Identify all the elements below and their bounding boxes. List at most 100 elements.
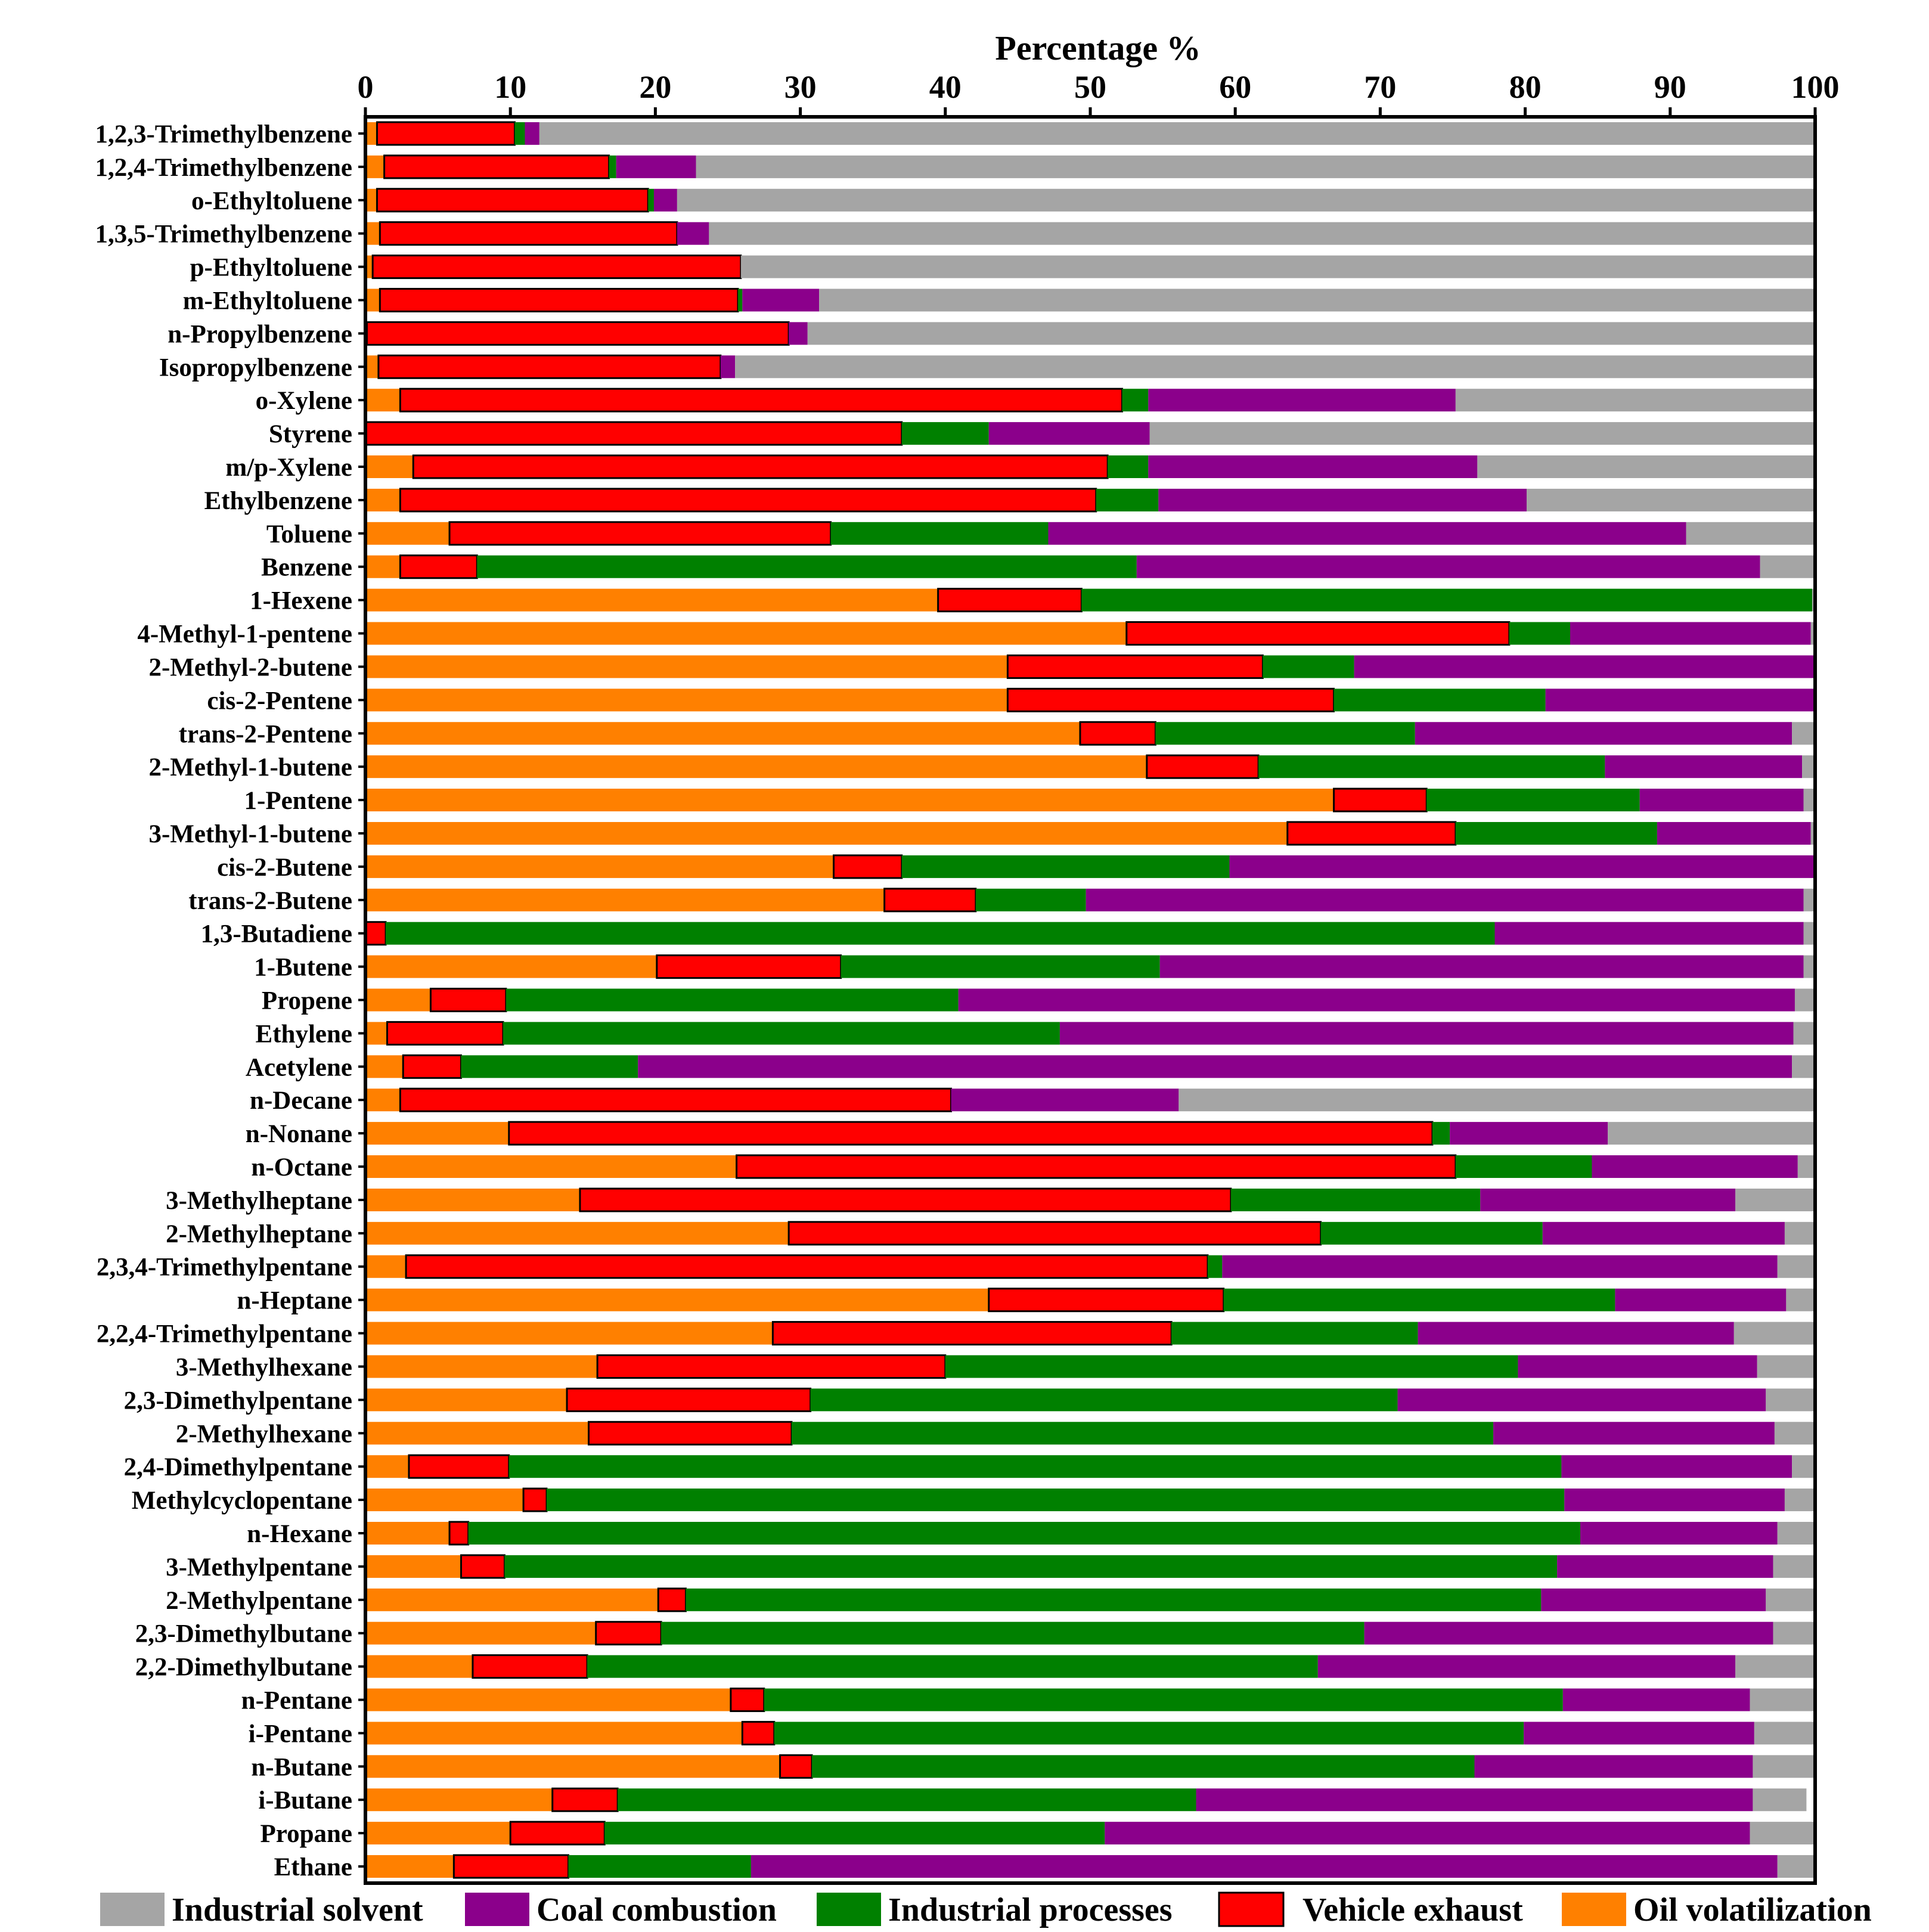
bar-segment-industrial-processes	[609, 155, 616, 178]
x-tick-label: 70	[1364, 69, 1396, 105]
bar-segment-industrial-solvent	[1803, 789, 1815, 812]
bar-segment-coal-combustion	[1229, 855, 1815, 878]
category-label: o-Xylene	[256, 387, 352, 415]
x-axis-title: Percentage %	[995, 29, 1201, 67]
bar-segment-oil-volatilization	[365, 789, 1334, 812]
bar-segment-oil-volatilization	[365, 722, 1080, 745]
bar-segment-vehicle-exhaust	[429, 987, 507, 1013]
bar-segment-vehicle-exhaust	[408, 1454, 510, 1479]
bar-segment-industrial-solvent	[1784, 1221, 1815, 1245]
bar-segment-oil-volatilization	[365, 255, 373, 278]
category-label: 2-Methylpentane	[166, 1587, 352, 1615]
bars	[364, 121, 1815, 1879]
bar-segment-industrial-processes	[1509, 622, 1570, 645]
bar-segment-vehicle-exhaust	[399, 1087, 953, 1112]
bar-segment-coal-combustion	[1494, 922, 1804, 945]
bar-segment-oil-volatilization	[365, 1122, 509, 1145]
category-label: 1-Pentene	[244, 787, 353, 815]
bar-segment-coal-combustion	[1639, 789, 1804, 812]
category-label: 1,2,3-Trimethylbenzene	[95, 120, 352, 148]
bar-segment-coal-combustion	[1524, 1722, 1754, 1745]
bar-segment-industrial-solvent	[819, 289, 1815, 312]
bar-segment-vehicle-exhaust	[448, 1521, 470, 1546]
bar-segment-vehicle-exhaust	[883, 888, 977, 913]
bar-segment-oil-volatilization	[365, 1688, 731, 1711]
bar-segment-vehicle-exhaust	[379, 221, 678, 246]
bar-segment-industrial-solvent	[1735, 1655, 1815, 1678]
bar-segment-industrial-processes	[514, 122, 525, 145]
bar-segment-industrial-solvent	[1527, 488, 1815, 511]
bar-segment-vehicle-exhaust	[741, 1720, 776, 1745]
bar-segment-vehicle-exhaust	[937, 588, 1083, 613]
bar-segment-coal-combustion	[1592, 1155, 1798, 1179]
bar-segment-oil-volatilization	[365, 622, 1127, 645]
bar-segment-industrial-processes	[661, 1621, 1364, 1645]
category-label: 1,2,4-Trimethylbenzene	[95, 154, 352, 182]
x-tick-label: 0	[358, 69, 374, 105]
bar-segment-vehicle-exhaust	[656, 954, 842, 979]
bar-segment-oil-volatilization	[365, 1388, 567, 1412]
category-label: i-Butane	[258, 1787, 352, 1815]
x-tick-label: 60	[1219, 69, 1251, 105]
bar-segment-coal-combustion	[1450, 1122, 1608, 1145]
category-label: cis-2-Butene	[217, 854, 352, 882]
category-label: i-Pentane	[249, 1720, 352, 1748]
bar-segment-industrial-processes	[386, 922, 1495, 945]
bar-segment-industrial-processes	[830, 522, 1049, 545]
bar-segment-industrial-solvent	[1793, 1022, 1815, 1045]
bar-segment-industrial-solvent	[1802, 755, 1815, 779]
bar-segment-industrial-solvent	[740, 255, 1815, 278]
bar-segment-industrial-processes	[1207, 1255, 1223, 1278]
bar-segment-oil-volatilization	[365, 1822, 511, 1845]
bar-segment-vehicle-exhaust	[377, 354, 722, 379]
bar-segment-vehicle-exhaust	[472, 1654, 588, 1679]
bar-segment-oil-volatilization	[365, 1788, 553, 1812]
bar-segment-vehicle-exhaust	[364, 921, 387, 946]
bar-segment-industrial-processes	[1096, 488, 1159, 511]
bar-segment-vehicle-exhaust	[452, 1854, 569, 1879]
category-label: Propane	[260, 1820, 353, 1848]
bar-segment-industrial-processes	[505, 988, 959, 1012]
legend-swatch	[465, 1893, 529, 1926]
bar-segment-coal-combustion	[653, 188, 677, 212]
bar-segment-oil-volatilization	[365, 355, 379, 379]
bar-segment-coal-combustion	[1059, 1022, 1794, 1045]
bar-segment-vehicle-exhaust	[383, 154, 610, 179]
bar-segment-industrial-processes	[774, 1722, 1524, 1745]
legend-swatch	[817, 1893, 881, 1926]
x-tick-label: 30	[784, 69, 817, 105]
category-label: 3-Methylheptane	[166, 1187, 352, 1215]
bar-segment-coal-combustion	[1222, 1255, 1778, 1278]
bar-segment-coal-combustion	[1317, 1655, 1736, 1678]
bar-segment-industrial-processes	[841, 955, 1160, 978]
bar-segment-oil-volatilization	[365, 122, 377, 145]
category-label: 2,2-Dimethylbutane	[135, 1654, 352, 1682]
bar-segment-coal-combustion	[1493, 1422, 1775, 1445]
bar-segment-coal-combustion	[1196, 1788, 1753, 1812]
bar-segment-industrial-processes	[504, 1555, 1558, 1578]
bar-segment-industrial-solvent	[1686, 522, 1815, 545]
bar-segment-coal-combustion	[638, 1055, 1792, 1078]
bar-segment-oil-volatilization	[365, 888, 885, 911]
bar-segment-oil-volatilization	[365, 821, 1288, 845]
bar-segment-industrial-processes	[1333, 689, 1546, 712]
bar-segment-industrial-processes	[461, 1055, 638, 1078]
bar-segment-coal-combustion	[1570, 622, 1811, 645]
category-label: m/p-Xylene	[225, 454, 352, 482]
bar-segment-industrial-solvent	[1608, 1122, 1815, 1145]
bar-segment-oil-volatilization	[365, 1055, 404, 1078]
x-tick-label: 50	[1074, 69, 1106, 105]
bar-segment-industrial-processes	[738, 289, 743, 312]
category-label: 2,4-Dimethylpentane	[124, 1453, 352, 1481]
category-label: 2-Methyl-2-butene	[148, 653, 352, 681]
category-label: 2,3,4-Trimethylpentane	[97, 1254, 352, 1282]
bar-segment-oil-volatilization	[365, 1355, 598, 1378]
category-label: 1-Hexene	[250, 587, 352, 615]
bar-segment-coal-combustion	[1105, 1822, 1750, 1845]
bar-segment-vehicle-exhaust	[460, 1554, 505, 1579]
bar-segment-vehicle-exhaust	[1006, 687, 1335, 712]
bar-segment-vehicle-exhaust	[566, 1387, 812, 1412]
bar-segment-oil-volatilization	[365, 1621, 596, 1645]
bar-segment-oil-volatilization	[365, 1155, 737, 1179]
bar-segment-industrial-solvent	[1794, 988, 1815, 1012]
